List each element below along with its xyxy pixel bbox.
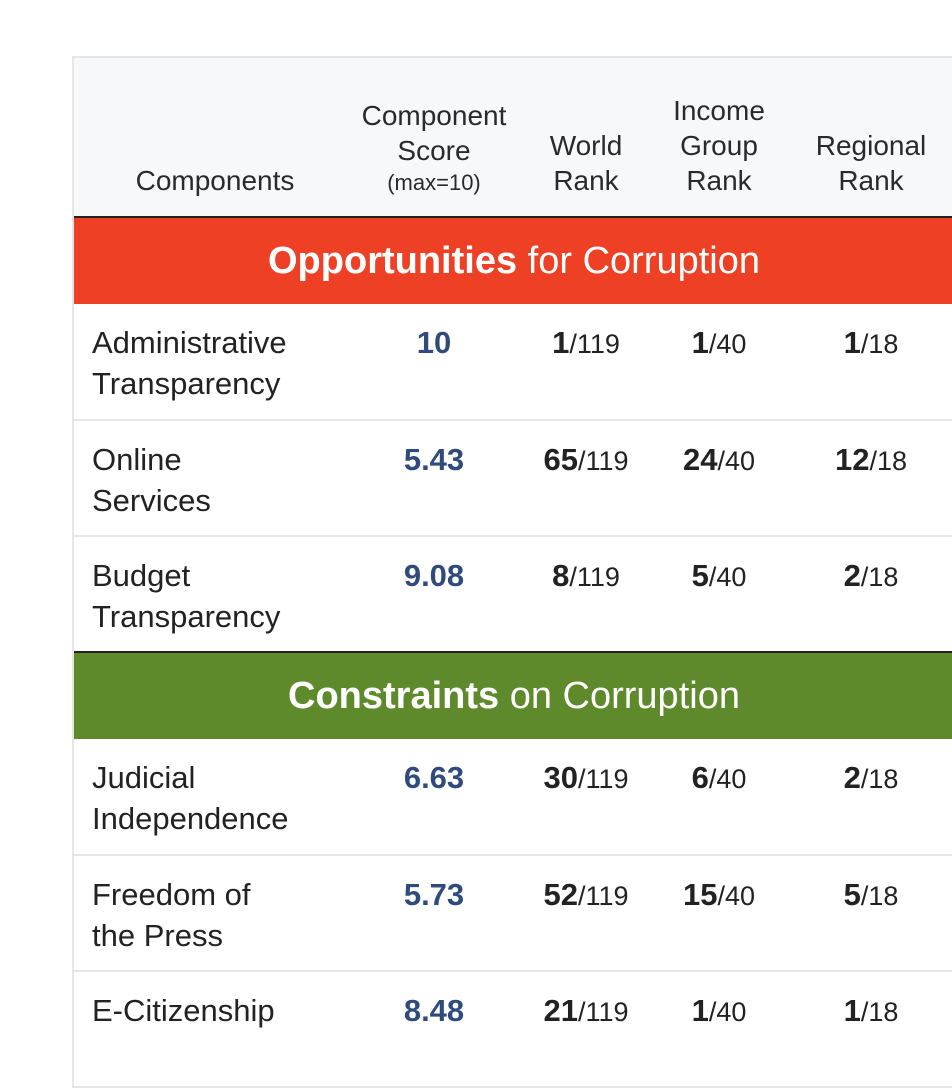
table-row: E-Citizenship 8.48 21/119 1/40 1/18	[74, 971, 952, 1088]
component-name: Judicial Independence	[74, 739, 346, 856]
component-score: 5.43	[346, 420, 522, 537]
income-group-rank: 6/40	[650, 739, 788, 856]
component-score: 5.73	[346, 855, 522, 972]
component-score: 9.08	[346, 536, 522, 653]
world-rank: 8/119	[522, 536, 650, 653]
component-name: E-Citizenship	[74, 971, 346, 1088]
table-row: Administrative Transparency 10 1/119 1/40…	[74, 304, 952, 421]
world-rank: 65/119	[522, 420, 650, 537]
income-group-rank: 5/40	[650, 536, 788, 653]
income-group-rank: 24/40	[650, 420, 788, 537]
section-opportunities: Opportunities for Corruption Administrat…	[74, 217, 952, 653]
regional-rank: 1/18	[788, 971, 952, 1088]
regional-rank: 1/18	[788, 304, 952, 421]
income-group-rank: 15/40	[650, 855, 788, 972]
world-rank: 21/119	[522, 971, 650, 1088]
world-rank: 30/119	[522, 739, 650, 856]
table-row: Freedom of the Press 5.73 52/119 15/40 5/…	[74, 855, 952, 972]
table-row: Online Services 5.43 65/119 24/40 12/18	[74, 420, 952, 537]
section-header: Opportunities for Corruption	[74, 217, 952, 304]
header-income-group-rank: Income Group Rank	[650, 58, 788, 218]
component-name: Budget Transparency	[74, 536, 346, 653]
income-group-rank: 1/40	[650, 304, 788, 421]
table-header-row: Components Component Score (max=10) Worl…	[74, 58, 952, 218]
component-name: Online Services	[74, 420, 346, 537]
section-title: Constraints on Corruption	[74, 652, 952, 739]
section-header: Constraints on Corruption	[74, 652, 952, 739]
world-rank: 1/119	[522, 304, 650, 421]
section-title: Opportunities for Corruption	[74, 217, 952, 304]
components-table: Components Component Score (max=10) Worl…	[74, 58, 952, 1088]
component-name: Freedom of the Press	[74, 855, 346, 972]
world-rank: 52/119	[522, 855, 650, 972]
regional-rank: 2/18	[788, 739, 952, 856]
component-score: 6.63	[346, 739, 522, 856]
component-score: 10	[346, 304, 522, 421]
header-regional-rank: Regional Rank	[788, 58, 952, 218]
component-score: 8.48	[346, 971, 522, 1088]
table-row: Judicial Independence 6.63 30/119 6/40 2/…	[74, 739, 952, 856]
regional-rank: 12/18	[788, 420, 952, 537]
corruption-components-table: Components Component Score (max=10) Worl…	[72, 56, 952, 1088]
regional-rank: 2/18	[788, 536, 952, 653]
header-component-score: Component Score (max=10)	[346, 58, 522, 218]
header-components: Components	[74, 58, 346, 218]
income-group-rank: 1/40	[650, 971, 788, 1088]
component-name: Administrative Transparency	[74, 304, 346, 421]
header-world-rank: World Rank	[522, 58, 650, 218]
table-row: Budget Transparency 9.08 8/119 5/40 2/18	[74, 536, 952, 653]
regional-rank: 5/18	[788, 855, 952, 972]
section-constraints: Constraints on Corruption Judicial Indepe…	[74, 652, 952, 1088]
